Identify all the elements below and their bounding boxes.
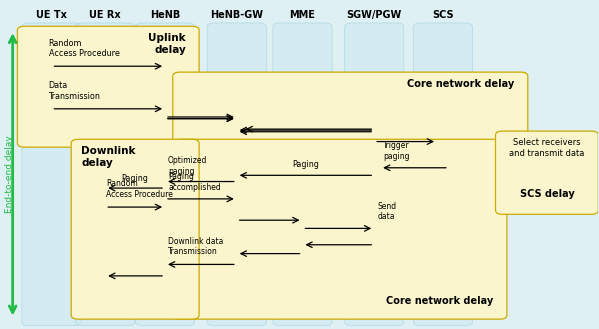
Text: Random
Access Procedure: Random Access Procedure (107, 180, 173, 199)
Text: Paging: Paging (292, 161, 319, 169)
FancyBboxPatch shape (344, 23, 404, 326)
Text: End-to-end delay: End-to-end delay (5, 136, 14, 213)
Text: Send
data: Send data (377, 202, 397, 221)
Text: Downlink
delay: Downlink delay (81, 146, 136, 168)
FancyBboxPatch shape (173, 72, 528, 167)
Text: Trigger
paging: Trigger paging (383, 141, 410, 161)
FancyBboxPatch shape (413, 23, 473, 326)
FancyBboxPatch shape (71, 139, 199, 319)
Text: SCS delay: SCS delay (519, 189, 574, 199)
Text: Downlink data
Transmission: Downlink data Transmission (168, 237, 223, 256)
FancyBboxPatch shape (273, 23, 332, 326)
Text: Core network delay: Core network delay (407, 79, 515, 89)
Text: Paging
accomplished: Paging accomplished (168, 172, 221, 192)
Text: Paging: Paging (122, 174, 149, 183)
Text: SGW/PGW: SGW/PGW (347, 11, 402, 20)
FancyBboxPatch shape (75, 23, 135, 326)
FancyBboxPatch shape (173, 139, 507, 319)
Text: SCS: SCS (432, 11, 453, 20)
FancyBboxPatch shape (135, 23, 195, 326)
Text: UE Tx: UE Tx (36, 11, 67, 20)
Text: Core network delay: Core network delay (386, 295, 494, 306)
Text: Uplink
delay: Uplink delay (149, 34, 186, 55)
Text: Data
Transmission: Data Transmission (49, 81, 101, 101)
Text: Random
Access Procedure: Random Access Procedure (49, 38, 119, 58)
Text: HeNB: HeNB (150, 11, 180, 20)
FancyBboxPatch shape (22, 23, 81, 326)
Text: UE Rx: UE Rx (89, 11, 121, 20)
Text: Select receivers
and transmit data: Select receivers and transmit data (509, 138, 585, 158)
Text: MME: MME (289, 11, 316, 20)
FancyBboxPatch shape (207, 23, 267, 326)
FancyBboxPatch shape (17, 26, 199, 147)
FancyBboxPatch shape (495, 131, 598, 214)
Text: HeNB-GW: HeNB-GW (210, 11, 263, 20)
Text: Optimized
paging: Optimized paging (168, 156, 207, 176)
